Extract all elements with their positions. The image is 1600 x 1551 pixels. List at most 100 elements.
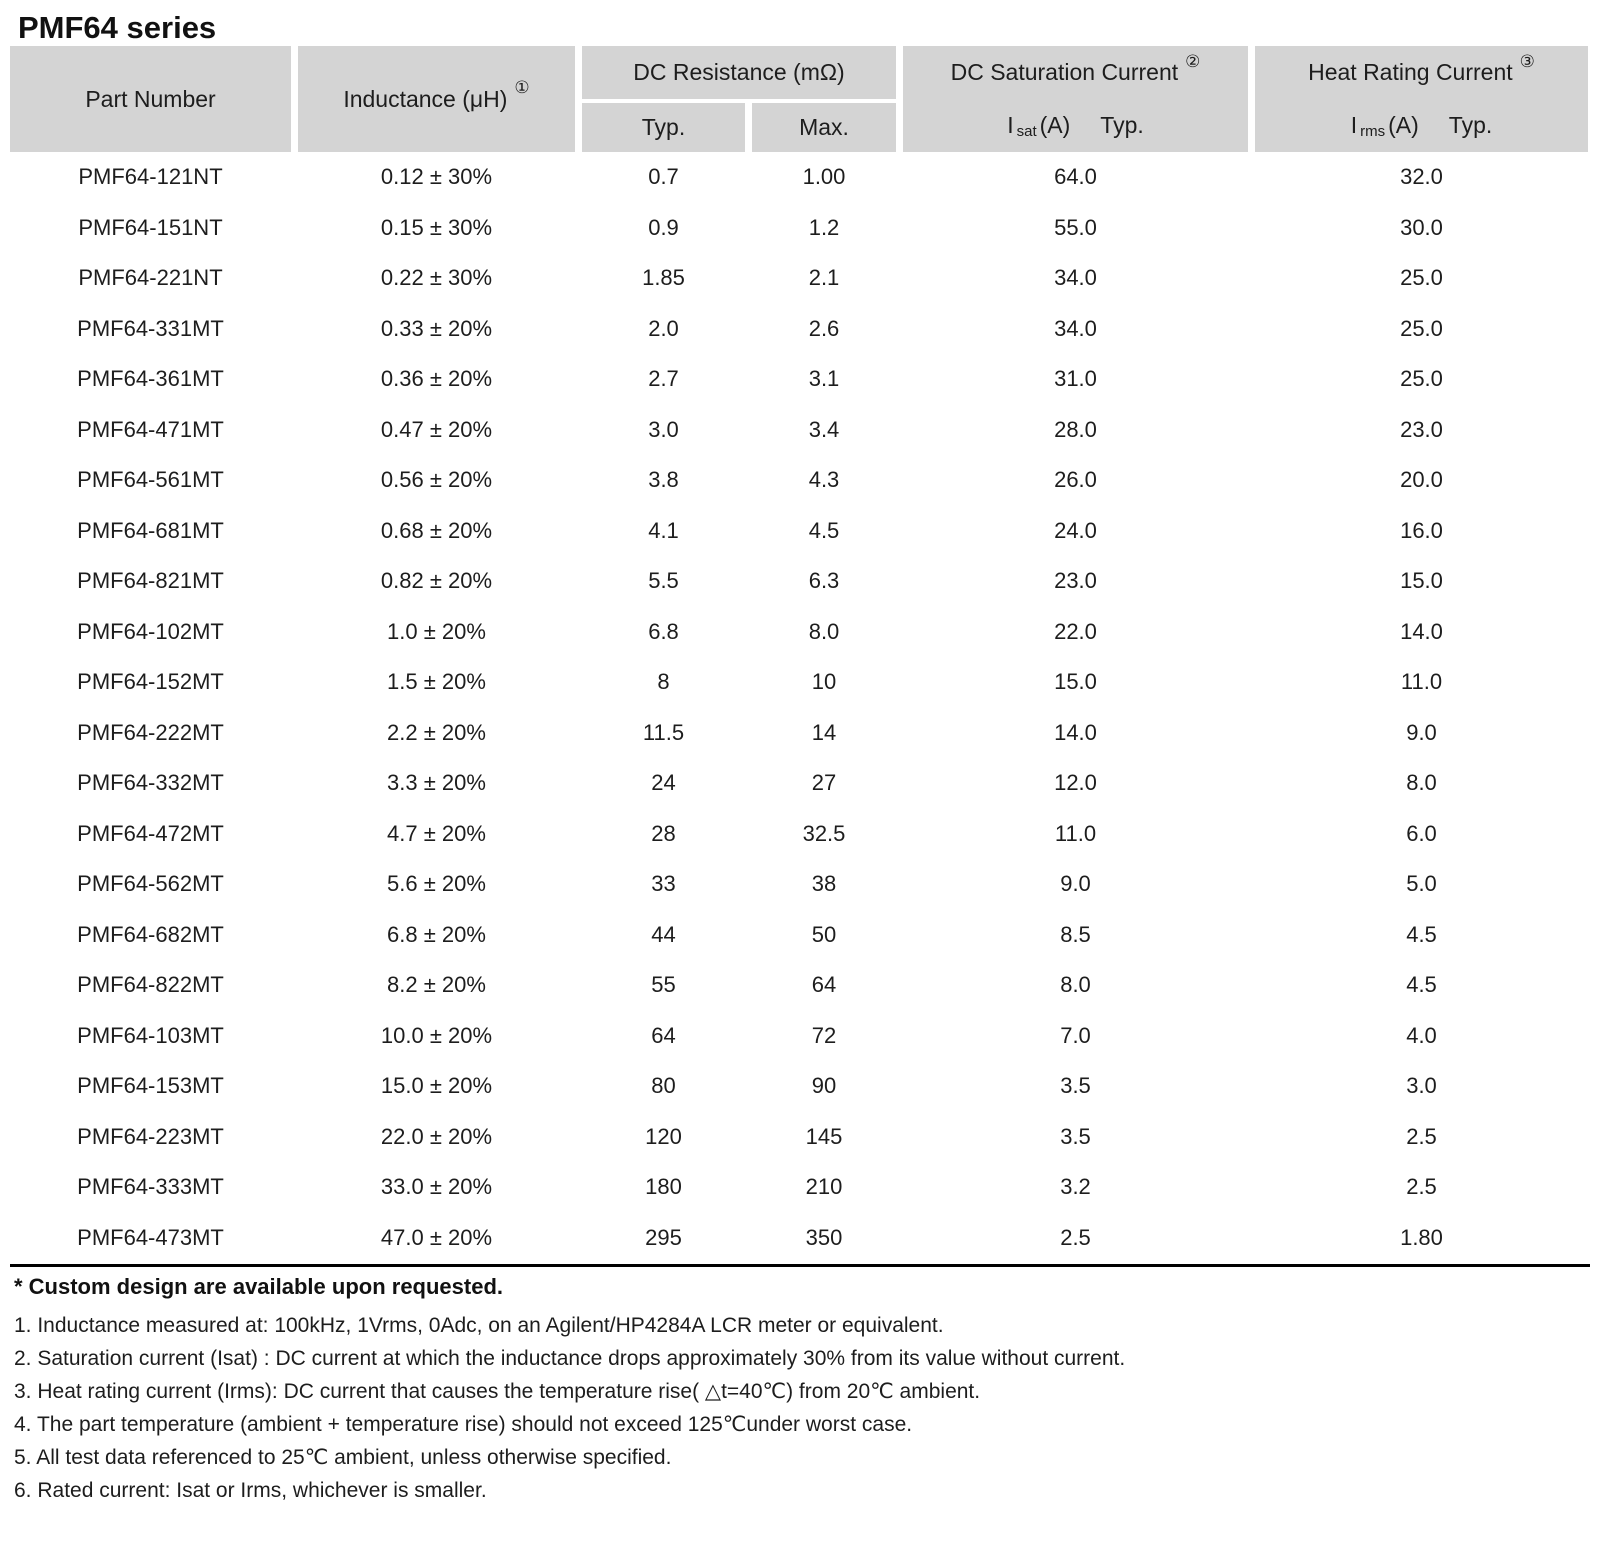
footnote-ref-1-icon: ① [514,78,530,97]
cell-part-number: PMF64-822MT [77,972,224,998]
cell-dcr-max: 50 [811,921,837,947]
heat-rating-units: I rms (A) Typ. [1255,99,1588,152]
cell-dcr-max: 4.3 [808,467,840,493]
cell-part-number: PMF64-682MT [77,921,224,947]
cell-dcr-typ: 1.85 [642,265,685,291]
cell-dcr-typ: 6.8 [648,618,679,644]
cell-dcr-max: 3.1 [808,366,840,392]
cell-part-number: PMF64-561MT [77,467,224,493]
table-row: PMF64-102MT 1.0 ± 20% 6.8 8.0 22.0 14.0 [10,607,1588,658]
col-header-dcr-typ: Typ. [582,103,745,152]
footnote-3: 3. Heat rating current (Irms): DC curren… [14,1380,981,1403]
table-row: PMF64-361MT 0.36 ± 20% 2.7 3.1 31.0 25.0 [10,354,1588,405]
cell-dcr-max: 1.2 [808,214,840,240]
cell-isat: 24.0 [1054,517,1097,543]
cell-irms: 25.0 [1400,315,1443,341]
cell-part-number: PMF64-821MT [77,568,224,594]
cell-irms: 2.5 [1406,1174,1437,1200]
cell-inductance: 3.3 ± 20% [387,770,486,796]
dcr-typ-label: Typ. [641,114,686,140]
footnote-4: 4. The part temperature (ambient + tempe… [14,1413,913,1436]
pmf64-spec-table: Part Number Inductance (μH) ① DC Resista… [10,46,1588,1263]
cell-irms: 5.0 [1406,871,1437,897]
cell-irms: 16.0 [1400,517,1443,543]
cell-irms: 23.0 [1400,416,1443,442]
table-row: PMF64-473MT 47.0 ± 20% 295 350 2.5 1.80 [10,1213,1588,1264]
page-title: PMF64 series [18,10,217,45]
cell-inductance: 0.36 ± 20% [380,366,493,392]
cell-dcr-typ: 0.9 [648,214,679,240]
cell-part-number: PMF64-332MT [77,770,224,796]
cell-irms: 30.0 [1400,214,1443,240]
cell-part-number: PMF64-473MT [77,1224,224,1250]
cell-isat: 12.0 [1054,770,1097,796]
heat-rating-title: Heat Rating Current ③ [1255,46,1588,99]
cell-dcr-max: 64 [811,972,837,998]
col-header-inductance: Inductance (μH) ① [298,46,575,152]
cell-isat: 9.0 [1060,871,1091,897]
cell-part-number: PMF64-102MT [77,618,224,644]
cell-dcr-max: 2.6 [808,315,840,341]
cell-dcr-typ: 3.8 [648,467,679,493]
table-row: PMF64-562MT 5.6 ± 20% 33 38 9.0 5.0 [10,859,1588,910]
col-header-part-number: Part Number [10,46,291,152]
cell-irms: 25.0 [1400,265,1443,291]
cell-isat: 14.0 [1054,719,1097,745]
cell-dcr-typ: 28 [651,820,676,846]
cell-dcr-max: 1.00 [802,164,846,190]
cell-part-number: PMF64-681MT [77,517,224,543]
cell-dcr-typ: 295 [645,1224,682,1250]
inductance-label: Inductance (μH) [343,85,508,112]
cell-isat: 7.0 [1060,1022,1091,1048]
cell-part-number: PMF64-223MT [77,1123,224,1149]
cell-irms: 6.0 [1406,820,1437,846]
cell-part-number: PMF64-331MT [77,315,224,341]
table-row: PMF64-151NT 0.15 ± 30% 0.9 1.2 55.0 30.0 [10,203,1588,254]
cell-dcr-max: 32.5 [802,820,846,846]
cell-isat: 2.5 [1060,1224,1091,1250]
cell-irms: 25.0 [1400,366,1443,392]
irms-typ-label: Typ. [1448,112,1493,138]
custom-design-note: * Custom design are available upon reque… [14,1274,504,1299]
cell-isat: 64.0 [1054,164,1097,190]
cell-isat: 3.2 [1060,1174,1091,1200]
cell-isat: 34.0 [1054,265,1097,291]
table-row: PMF64-821MT 0.82 ± 20% 5.5 6.3 23.0 15.0 [10,556,1588,607]
cell-dcr-typ: 120 [645,1123,682,1149]
cell-irms: 15.0 [1400,568,1443,594]
cell-dcr-typ: 180 [645,1174,682,1200]
saturation-units: I sat (A) Typ. [903,99,1248,152]
col-group-dc-resistance: DC Resistance (mΩ) Typ. Max. [582,46,896,152]
cell-irms: 4.5 [1406,972,1437,998]
cell-dcr-max: 10 [811,669,837,695]
table-row: PMF64-472MT 4.7 ± 20% 28 32.5 11.0 6.0 [10,809,1588,860]
table-row: PMF64-822MT 8.2 ± 20% 55 64 8.0 4.5 [10,960,1588,1011]
col-header-heat-rating-current: Heat Rating Current ③ I rms (A) Typ. [1255,46,1588,152]
cell-isat: 31.0 [1054,366,1097,392]
cell-dcr-typ: 2.0 [648,315,679,341]
cell-inductance: 10.0 ± 20% [380,1022,493,1048]
table-row: PMF64-121NT 0.12 ± 30% 0.7 1.00 64.0 32.… [10,152,1588,203]
cell-dcr-typ: 24 [651,770,676,796]
cell-irms: 3.0 [1406,1073,1437,1099]
table-row: PMF64-332MT 3.3 ± 20% 24 27 12.0 8.0 [10,758,1588,809]
cell-dcr-typ: 80 [651,1073,676,1099]
table-row: PMF64-682MT 6.8 ± 20% 44 50 8.5 4.5 [10,910,1588,961]
cell-dcr-typ: 11.5 [642,719,685,745]
table-row: PMF64-221NT 0.22 ± 30% 1.85 2.1 34.0 25.… [10,253,1588,304]
cell-irms: 8.0 [1406,770,1437,796]
cell-inductance: 0.47 ± 20% [380,416,493,442]
cell-inductance: 33.0 ± 20% [380,1174,493,1200]
cell-dcr-max: 350 [805,1224,843,1250]
cell-irms: 20.0 [1400,467,1443,493]
irms-subscript: rms [1360,123,1386,140]
cell-dcr-max: 210 [805,1174,843,1200]
cell-irms: 9.0 [1406,719,1437,745]
cell-dcr-max: 27 [811,770,837,796]
cell-dcr-typ: 5.5 [648,568,679,594]
cell-part-number: PMF64-471MT [77,416,224,442]
cell-isat: 15.0 [1054,669,1097,695]
cell-dcr-max: 2.1 [808,265,840,291]
cell-irms: 14.0 [1400,618,1443,644]
cell-irms: 1.80 [1400,1224,1443,1250]
